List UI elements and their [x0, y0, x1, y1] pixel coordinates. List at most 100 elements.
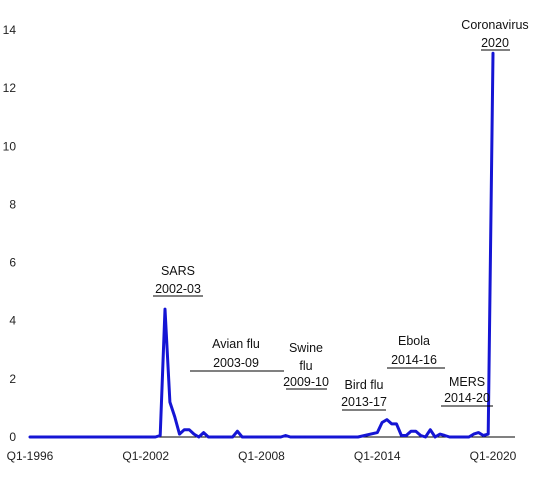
annotation-avian-flu-years: 2003-09 [213, 356, 259, 370]
data-point-q3-2014 [386, 419, 388, 421]
data-point-q4-2003 [178, 433, 181, 435]
x-tick-label-q1-2014: Q1-2014 [354, 449, 401, 463]
data-point-q2-2005 [207, 436, 209, 438]
data-point-q1-2013 [357, 436, 359, 438]
data-point-q1-1998 [68, 436, 70, 438]
data-point-q1-1996 [29, 436, 31, 438]
data-point-q1-2020 [492, 52, 494, 54]
data-point-q1-2006 [222, 436, 224, 438]
x-tick-labels: Q1-1996 Q1-2002 Q1-2008 Q1-2014 Q1-2020 [7, 449, 517, 463]
data-point-q2-2017 [439, 433, 441, 435]
data-point-q3-2017 [444, 434, 446, 437]
data-point-q4-2005 [217, 436, 219, 438]
annotation-swine-flu: Swine flu 2009-10 [283, 341, 329, 390]
data-point-q3-2005 [212, 436, 214, 438]
annotation-bird-flu-years: 2013-17 [341, 395, 387, 409]
data-point-q1-2003 [164, 308, 166, 310]
data-point-q3-2009 [289, 436, 291, 438]
series-group [28, 51, 495, 439]
annotation-ebola: Ebola 2014-16 [387, 334, 445, 369]
data-point-q1-2009 [280, 436, 282, 438]
data-point-q3-2004 [193, 433, 195, 435]
annotation-sars-title: SARS [161, 264, 195, 278]
series-line-0 [28, 51, 495, 439]
data-point-q2-2015 [400, 434, 402, 437]
data-point-q2-2002 [150, 436, 152, 438]
y-tick-label-6: 6 [9, 256, 16, 270]
annotation-bird-flu-title: Bird flu [345, 378, 384, 392]
data-point-q1-2018 [453, 436, 455, 438]
x-tick-label-q1-2020: Q1-2020 [470, 449, 517, 463]
x-tick-label-q1-1996: Q1-1996 [7, 449, 54, 463]
y-tick-label-10: 10 [3, 139, 17, 153]
data-point-q2-2018 [458, 436, 460, 438]
data-point-q4-2017 [449, 436, 451, 438]
data-point-q1-2010 [299, 436, 301, 438]
annotation-swine-flu-years: 2009-10 [283, 375, 329, 389]
data-point-q1-2000 [106, 436, 108, 438]
data-point-q4-2001 [140, 436, 142, 438]
data-point-q3-2016 [424, 436, 427, 438]
data-point-q3-2019 [482, 434, 484, 437]
data-point-q4-2009 [294, 436, 296, 438]
annotation-ebola-title: Ebola [398, 334, 430, 348]
data-point-q2-2016 [420, 434, 422, 437]
y-tick-labels: 0 2 4 6 8 10 12 14 [3, 23, 17, 444]
data-point-q1-2012 [338, 436, 340, 438]
data-point-q4-2006 [236, 430, 238, 432]
annotation-coronavirus: Coronavirus 2020 [461, 18, 529, 51]
annotation-mers-title: MERS [449, 375, 485, 389]
y-tick-label-2: 2 [9, 372, 16, 386]
data-point-q2-2008 [265, 436, 267, 438]
annotation-mers-years: 2014-20 [444, 391, 490, 405]
data-point-q2-2019 [477, 432, 480, 434]
y-tick-label-14: 14 [3, 23, 17, 37]
data-point-q2-2010 [304, 436, 306, 438]
data-point-q3-2015 [405, 434, 407, 437]
annotation-bird-flu: Bird flu 2013-17 [341, 378, 387, 411]
data-point-q2-2007 [246, 436, 248, 438]
data-point-q2-2004 [188, 429, 190, 431]
data-point-q2-2006 [227, 436, 229, 438]
annotation-mers: MERS 2014-20 [441, 375, 493, 407]
data-point-q2-2014 [381, 421, 383, 424]
data-point-q3-2003 [174, 416, 176, 418]
data-point-q1-2019 [473, 433, 475, 435]
annotation-avian-flu-title: Avian flu [212, 337, 260, 351]
data-point-q1-1997 [48, 436, 50, 438]
data-point-q3-2007 [251, 436, 253, 438]
annotation-sars: SARS 2002-03 [153, 264, 203, 297]
data-point-q3-2006 [232, 436, 234, 438]
data-point-q4-2016 [429, 429, 431, 431]
data-point-q1-1999 [87, 436, 89, 438]
data-point-q1-2001 [125, 436, 128, 438]
y-tick-label-4: 4 [9, 314, 16, 328]
data-point-q4-2015 [410, 430, 412, 432]
data-point-q3-2018 [463, 436, 465, 438]
data-point-q4-2014 [391, 423, 393, 425]
data-point-q1-2015 [395, 423, 398, 425]
annotation-coronavirus-years: 2020 [481, 36, 509, 50]
y-tick-label-8: 8 [9, 197, 16, 211]
data-point-q1-2017 [434, 436, 436, 438]
x-tick-label-q1-2008: Q1-2008 [238, 449, 285, 463]
data-point-q2-2003 [169, 401, 171, 403]
data-point-q4-2018 [468, 436, 470, 438]
annotation-swine-flu-title-2: flu [299, 359, 312, 373]
annotation-coronavirus-title: Coronavirus [461, 18, 528, 32]
data-point-q3-2002 [154, 436, 156, 438]
annotation-sars-years: 2002-03 [155, 282, 201, 296]
data-point-q1-2005 [203, 432, 205, 434]
data-point-q4-2004 [198, 436, 200, 438]
annotation-avian-flu: Avian flu 2003-09 [190, 337, 284, 372]
data-point-q4-2007 [256, 436, 258, 438]
data-point-q1-2007 [241, 436, 243, 438]
x-tick-label-q1-2002: Q1-2002 [122, 449, 169, 463]
y-tick-label-12: 12 [3, 81, 17, 95]
data-point-q4-2002 [159, 434, 161, 437]
data-point-q1-2016 [415, 430, 417, 432]
annotation-ebola-years: 2014-16 [391, 353, 437, 367]
data-point-q1-2004 [183, 429, 185, 431]
y-tick-label-0: 0 [9, 430, 16, 444]
